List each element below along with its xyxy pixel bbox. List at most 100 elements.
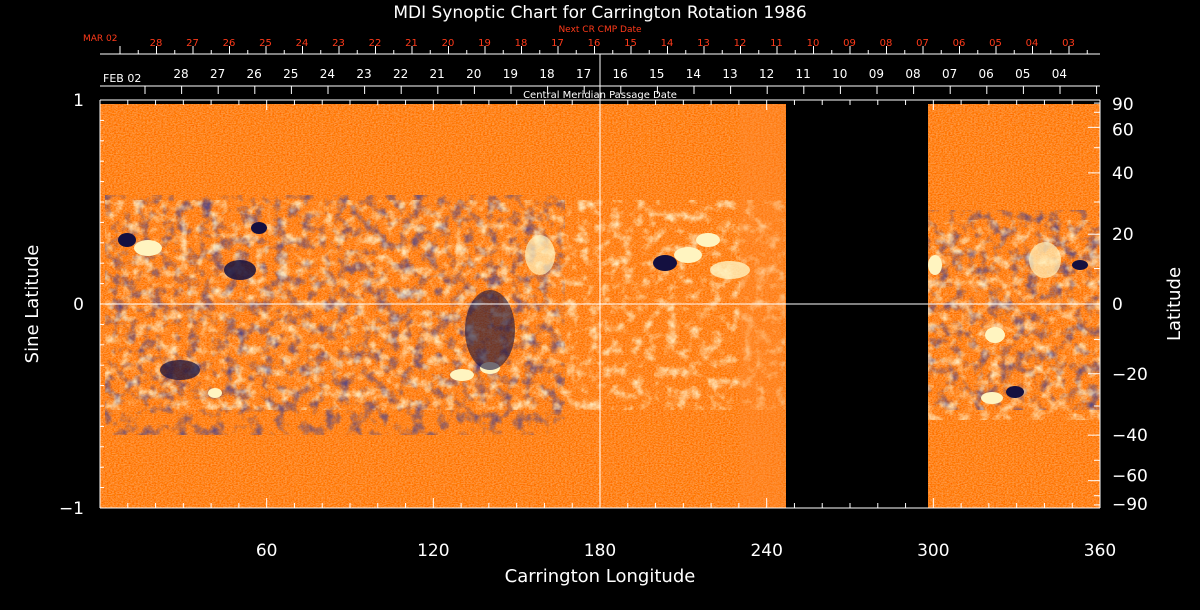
right-y-tick-label: 40 bbox=[1112, 164, 1134, 184]
magnetogram-map bbox=[99, 54, 1101, 509]
next-cr-day-label: 26 bbox=[223, 38, 236, 49]
left-y-tick-label: 0 bbox=[73, 295, 84, 315]
right-y-tick-label: −90 bbox=[1112, 495, 1148, 515]
active-region-negative bbox=[1006, 386, 1024, 398]
cmp-day-label: 11 bbox=[796, 67, 811, 81]
cmp-start-label: FEB 02 bbox=[103, 72, 141, 85]
active-region-negative bbox=[653, 255, 677, 271]
next-cr-day-label: 20 bbox=[442, 38, 455, 49]
cmp-day-label: 12 bbox=[759, 67, 774, 81]
next-cr-day-label: 15 bbox=[624, 38, 637, 49]
cmp-day-label: 25 bbox=[283, 67, 298, 81]
next-cr-day-label: 25 bbox=[259, 38, 272, 49]
x-tick-label: 300 bbox=[917, 541, 949, 561]
cmp-day-label: 26 bbox=[247, 67, 262, 81]
x-axis-label: Carrington Longitude bbox=[505, 566, 696, 587]
cmp-day-label: 10 bbox=[832, 67, 847, 81]
x-tick-label: 180 bbox=[584, 541, 616, 561]
active-region-negative bbox=[1072, 260, 1088, 270]
cmp-day-label: 09 bbox=[869, 67, 884, 81]
cmp-day-label: 08 bbox=[905, 67, 920, 81]
cmp-day-label: 18 bbox=[539, 67, 554, 81]
active-region-positive bbox=[450, 369, 474, 381]
active-region-negative bbox=[118, 233, 136, 247]
active-region-positive bbox=[928, 255, 942, 275]
right-y-axis-label: Latitude bbox=[1164, 267, 1185, 341]
next-cr-start-label: MAR 02 bbox=[83, 34, 118, 44]
active-region-positive bbox=[1029, 242, 1061, 278]
next-cr-day-label: 28 bbox=[150, 38, 163, 49]
cmp-day-label: 24 bbox=[320, 67, 335, 81]
next-cr-day-label: 09 bbox=[843, 38, 856, 49]
x-tick-label: 120 bbox=[417, 541, 449, 561]
left-y-tick-label: 1 bbox=[73, 91, 84, 111]
next-cr-day-label: 22 bbox=[369, 38, 382, 49]
next-cr-day-label: 04 bbox=[1026, 38, 1039, 49]
next-cr-day-label: 03 bbox=[1062, 38, 1075, 49]
cmp-day-label: 05 bbox=[1015, 67, 1030, 81]
next-cr-day-label: 21 bbox=[405, 38, 418, 49]
active-region-positive bbox=[696, 233, 720, 247]
next-cr-day-label: 08 bbox=[880, 38, 893, 49]
cmp-day-label: 22 bbox=[393, 67, 408, 81]
active-region-negative bbox=[465, 290, 515, 370]
active-region-positive bbox=[985, 327, 1005, 343]
cmp-day-label: 13 bbox=[722, 67, 737, 81]
active-region-negative bbox=[251, 222, 267, 234]
cmp-day-label: 04 bbox=[1052, 67, 1067, 81]
next-cr-axis: Next CR CMP Date MAR 02 28 27 26 25 24 23 22 21… bbox=[83, 25, 1100, 55]
left-y-axis-label: Sine Latitude bbox=[22, 245, 43, 364]
right-y-tick-label: −20 bbox=[1112, 365, 1148, 385]
next-cr-day-label: 16 bbox=[588, 38, 601, 49]
left-y-tick-label: −1 bbox=[59, 499, 84, 519]
next-cr-day-label: 10 bbox=[807, 38, 820, 49]
limb-noise-band bbox=[740, 104, 786, 508]
cmp-day-label: 23 bbox=[356, 67, 371, 81]
right-y-tick-label: −60 bbox=[1112, 467, 1148, 487]
cmp-day-label: 16 bbox=[613, 67, 628, 81]
active-region-positive bbox=[208, 388, 222, 398]
x-tick-label: 240 bbox=[750, 541, 782, 561]
cmp-day-label: 28 bbox=[173, 67, 188, 81]
next-cr-day-label: 11 bbox=[770, 38, 783, 49]
next-cr-day-label: 27 bbox=[186, 38, 199, 49]
next-cr-axis-label: Next CR CMP Date bbox=[558, 25, 642, 35]
active-region-positive bbox=[981, 392, 1003, 404]
next-cr-day-label: 23 bbox=[332, 38, 345, 49]
right-y-tick-label: 90 bbox=[1112, 95, 1134, 115]
active-region-positive bbox=[134, 240, 162, 256]
next-cr-day-label: 07 bbox=[916, 38, 929, 49]
active-region-positive bbox=[674, 247, 702, 263]
next-cr-day-label: 12 bbox=[734, 38, 747, 49]
cmp-day-label: 15 bbox=[649, 67, 664, 81]
next-cr-day-label: 19 bbox=[478, 38, 491, 49]
cmp-day-label: 20 bbox=[466, 67, 481, 81]
active-region-negative bbox=[160, 360, 200, 380]
next-cr-day-label: 05 bbox=[989, 38, 1002, 49]
next-cr-day-label: 18 bbox=[515, 38, 528, 49]
cmp-day-label: 21 bbox=[430, 67, 445, 81]
right-y-tick-label: −40 bbox=[1112, 426, 1148, 446]
x-tick-label: 60 bbox=[256, 541, 278, 561]
active-region-positive bbox=[710, 261, 750, 279]
x-tick-label: 360 bbox=[1084, 541, 1116, 561]
right-y-tick-label: 60 bbox=[1112, 120, 1134, 140]
chart-title: MDI Synoptic Chart for Carrington Rotati… bbox=[393, 3, 806, 23]
active-region-positive bbox=[525, 235, 555, 275]
cmp-day-label: 17 bbox=[576, 67, 591, 81]
cmp-day-label: 06 bbox=[979, 67, 994, 81]
active-regions bbox=[118, 222, 1088, 404]
right-y-tick-label: 20 bbox=[1112, 225, 1134, 245]
cmp-day-label: 07 bbox=[942, 67, 957, 81]
next-cr-day-label: 17 bbox=[551, 38, 564, 49]
cmp-day-label: 14 bbox=[686, 67, 701, 81]
next-cr-day-label: 13 bbox=[697, 38, 710, 49]
active-region-negative bbox=[224, 260, 256, 280]
positive-flux-network-left bbox=[105, 200, 785, 410]
next-cr-day-label: 06 bbox=[953, 38, 966, 49]
next-cr-day-label: 14 bbox=[661, 38, 674, 49]
next-cr-day-label: 24 bbox=[296, 38, 309, 49]
cmp-day-label: 19 bbox=[503, 67, 518, 81]
right-y-tick-label: 0 bbox=[1112, 295, 1123, 315]
